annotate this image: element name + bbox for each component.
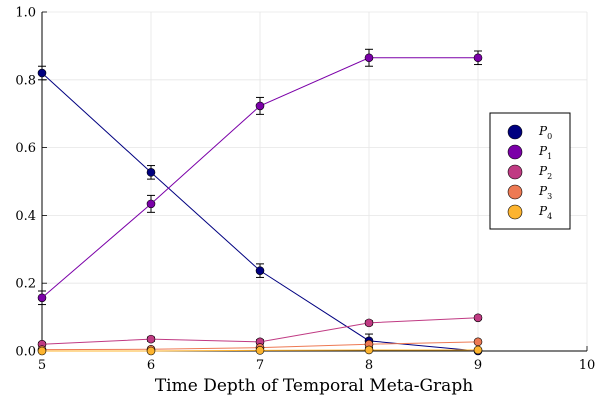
legend-marker xyxy=(507,204,523,220)
legend-label-base: P xyxy=(538,184,548,198)
y-tick-label: 0.8 xyxy=(15,73,36,88)
legend-label: P4 xyxy=(538,204,552,221)
legend-item-p1: P1 xyxy=(507,144,552,161)
x-axis-title: Time Depth of Temporal Meta-Graph xyxy=(155,376,473,396)
legend-label: P2 xyxy=(538,164,552,181)
data-point xyxy=(146,334,156,344)
data-point xyxy=(473,313,483,323)
legend-item-p2: P2 xyxy=(507,164,552,181)
y-tick-label: 0.0 xyxy=(15,345,36,360)
legend-label: P3 xyxy=(538,184,552,201)
legend-item-p0: P0 xyxy=(507,124,552,141)
legend-label: P1 xyxy=(538,144,552,161)
data-point xyxy=(37,346,47,356)
data-point xyxy=(473,53,483,63)
data-point xyxy=(37,68,47,78)
legend-marker xyxy=(507,144,523,160)
data-point xyxy=(146,199,156,209)
legend-box xyxy=(489,112,571,230)
legend-label-base: P xyxy=(538,144,548,158)
data-point xyxy=(146,346,156,356)
legend-label-base: P xyxy=(538,124,548,138)
y-tick-label: 0.6 xyxy=(15,141,36,156)
legend-marker xyxy=(507,124,523,140)
legend-label-subscript: 2 xyxy=(547,172,552,181)
legend-marker xyxy=(507,164,523,180)
legend-label-base: P xyxy=(538,204,548,218)
axes: 5 6 7 8 9 100.00.20.40.60.81.0 xyxy=(15,6,595,374)
legend-label-subscript: 3 xyxy=(547,192,552,201)
x-tick-label: 8 xyxy=(365,358,373,373)
legend-label-subscript: 0 xyxy=(547,132,552,141)
x-tick-label: 6 xyxy=(147,358,155,373)
y-tick-label: 0.2 xyxy=(15,277,36,292)
x-tick-label: 5 xyxy=(38,358,46,373)
data-point xyxy=(364,318,374,328)
legend-label-subscript: 4 xyxy=(547,212,552,221)
x-tick-label: 9 xyxy=(474,358,482,373)
series-p4 xyxy=(37,345,483,356)
data-point xyxy=(255,101,265,111)
data-point xyxy=(364,53,374,63)
legend-item-p4: P4 xyxy=(507,204,552,221)
data-point xyxy=(364,345,374,355)
data-point xyxy=(255,346,265,355)
data-point xyxy=(473,337,483,347)
legend-marker xyxy=(507,184,523,200)
data-point xyxy=(37,293,47,303)
data-point xyxy=(146,168,156,177)
x-tick-label: 10 xyxy=(579,358,596,373)
series-layer xyxy=(37,48,483,356)
y-tick-label: 0.4 xyxy=(15,209,36,224)
legend-label-base: P xyxy=(538,164,548,178)
data-point xyxy=(255,266,265,275)
series-p1 xyxy=(37,48,483,306)
legend-item-p3: P3 xyxy=(507,184,552,201)
legend-label: P0 xyxy=(538,124,552,141)
x-tick-label: 7 xyxy=(256,358,264,373)
data-point xyxy=(473,345,483,355)
legend-label-subscript: 1 xyxy=(547,152,552,161)
y-tick-label: 1.0 xyxy=(15,6,36,21)
